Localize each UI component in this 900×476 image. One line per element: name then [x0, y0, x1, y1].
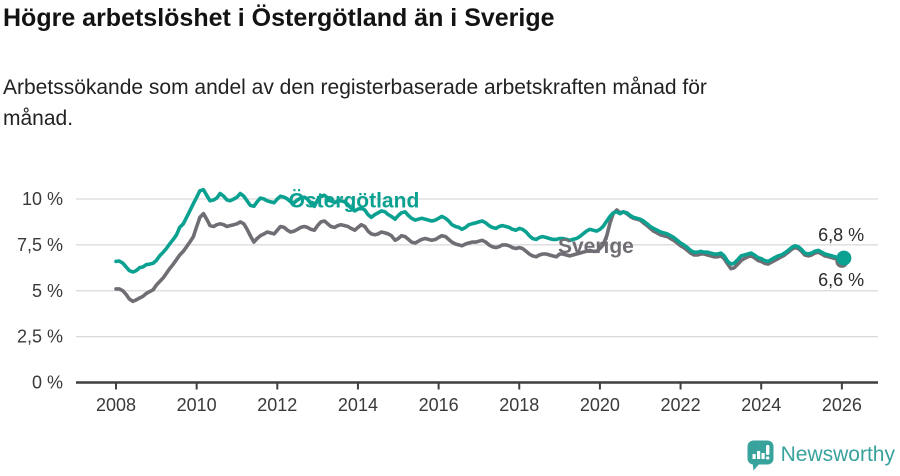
x-tick-label: 2008	[96, 395, 136, 415]
x-tick-label: 2026	[822, 395, 862, 415]
y-tick-label: 0 %	[32, 373, 63, 393]
series-line-sverige	[114, 208, 844, 304]
chart-subtitle: Arbetssökande som andel av den registerb…	[3, 72, 863, 134]
x-tick-label: 2022	[661, 395, 701, 415]
subtitle-line-2: månad.	[3, 107, 74, 130]
end-value-ostergotland: 6,8 %	[818, 225, 864, 245]
page-title: Högre arbetslöshet i Östergötland än i S…	[3, 4, 555, 32]
newsworthy-logo-icon	[747, 440, 774, 471]
x-tick-label: 2014	[338, 395, 378, 415]
end-value-sverige: 6,6 %	[818, 270, 864, 290]
chart-area: 2008 2010 2012 2014 2016 2018 2020 2022 2024 2026…	[0, 158, 900, 432]
series-line-östergötland	[114, 188, 846, 274]
newsworthy-brand-text: Newsworthy	[780, 443, 895, 466]
end-dot-östergötland	[836, 250, 852, 266]
logo-bubble	[747, 440, 774, 464]
x-tick-label: 2020	[580, 395, 620, 415]
x-tick-label: 2010	[177, 395, 217, 415]
y-tick-label: 2,5 %	[17, 327, 63, 347]
x-tick-label: 2024	[741, 395, 781, 415]
y-tick-label: 10 %	[22, 189, 63, 209]
subtitle-line-1: Arbetssökande som andel av den registerb…	[3, 76, 707, 99]
unemployment-line-chart: 2008 2010 2012 2014 2016 2018 2020 2022 2024 2026…	[17, 188, 878, 415]
series-label-sverige: Sverige	[558, 235, 634, 258]
series-label-ostergotland: Östergötland	[289, 189, 420, 212]
x-tick-label: 2012	[257, 395, 297, 415]
logo-bubble-tail	[752, 461, 761, 470]
x-tick-label: 2016	[419, 395, 459, 415]
x-tick-label: 2018	[499, 395, 539, 415]
y-tick-label: 5 %	[32, 281, 63, 301]
newsworthy-logo[interactable]: Newsworthy	[747, 439, 895, 471]
y-tick-label: 7,5 %	[17, 235, 63, 255]
